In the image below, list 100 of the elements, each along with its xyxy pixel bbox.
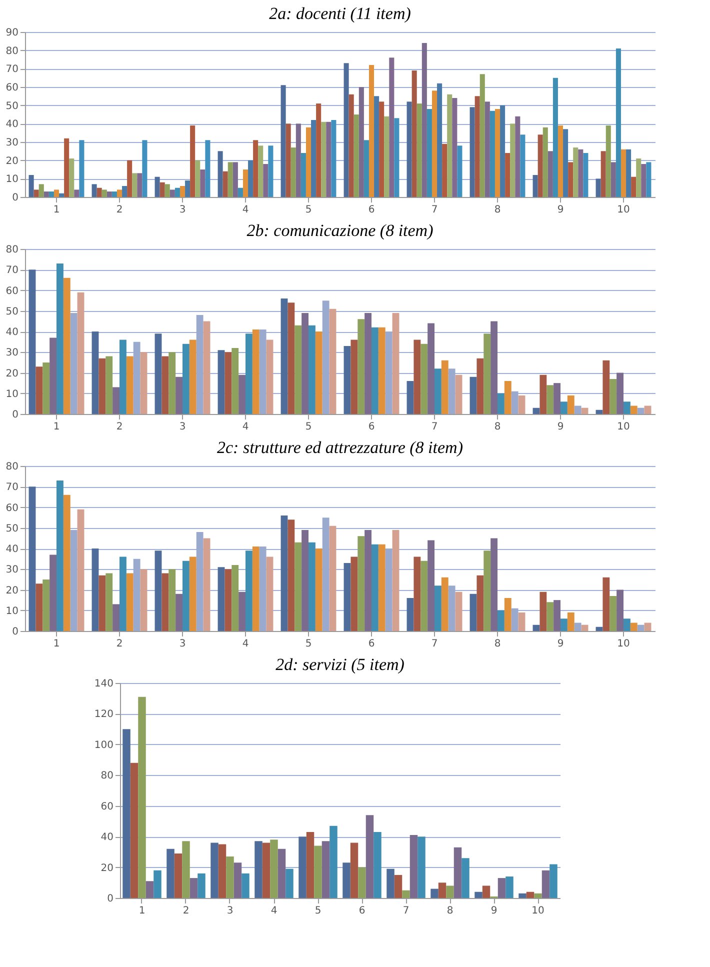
bar	[154, 550, 162, 631]
y-tick-label: 90	[6, 28, 18, 38]
bar	[637, 408, 644, 414]
x-tick-label: 8	[494, 638, 501, 650]
bar	[532, 408, 540, 414]
y-tick-label: 140	[94, 678, 114, 690]
bar	[331, 120, 336, 197]
bar	[366, 815, 374, 898]
bar	[452, 98, 458, 197]
bar	[63, 494, 70, 631]
bar	[266, 556, 274, 631]
y-tick-label: 40	[6, 119, 18, 130]
x-tick-label: 1	[138, 906, 146, 916]
bar	[412, 70, 417, 197]
bar	[218, 567, 225, 631]
bar	[132, 173, 138, 197]
bar	[630, 406, 638, 414]
bar	[568, 162, 574, 197]
bar	[457, 146, 462, 197]
bar	[59, 193, 64, 197]
bar	[416, 104, 422, 197]
bar	[280, 85, 286, 197]
bar	[126, 356, 134, 414]
bar	[364, 530, 372, 631]
x-tick-label: 7	[431, 422, 438, 432]
bar	[162, 573, 169, 631]
bar	[286, 124, 291, 197]
x-tick-label: 5	[314, 906, 322, 916]
bar	[306, 832, 314, 898]
x-tick-label: 2	[182, 906, 190, 916]
x-tick-label: 7	[431, 638, 438, 650]
bar	[56, 480, 64, 631]
bar	[238, 374, 246, 414]
bar	[154, 176, 160, 197]
bar	[620, 149, 626, 197]
bar	[610, 378, 617, 414]
bar	[384, 116, 390, 197]
bar	[348, 94, 354, 197]
bar	[358, 87, 364, 197]
bar	[168, 352, 176, 414]
bar	[329, 308, 336, 414]
y-tick-label: 120	[94, 709, 114, 720]
bar	[238, 188, 243, 197]
bar	[253, 140, 258, 197]
bar	[182, 560, 190, 631]
bar	[218, 350, 225, 414]
bar	[232, 348, 239, 414]
bar	[224, 569, 232, 631]
x-tick-label: 1	[53, 638, 60, 650]
bar	[378, 327, 386, 414]
bar	[122, 729, 130, 898]
x-tick-label: 5	[305, 422, 312, 432]
y-tick-label: 0	[12, 192, 18, 204]
y-tick-label: 80	[100, 770, 114, 782]
bar	[596, 178, 601, 197]
bar	[266, 340, 274, 414]
bar	[302, 312, 308, 414]
bar	[54, 190, 60, 197]
bar	[254, 841, 262, 898]
bar	[350, 340, 358, 414]
bar	[454, 847, 462, 898]
bar	[616, 372, 624, 414]
y-tick-label: 10	[6, 388, 18, 400]
bar	[434, 586, 442, 631]
bar	[624, 618, 630, 631]
bar	[222, 171, 228, 197]
bar	[414, 340, 421, 414]
bar	[567, 612, 574, 631]
bar	[484, 550, 491, 631]
bar	[288, 520, 295, 631]
y-tick-label: 40	[6, 327, 18, 338]
bar	[480, 74, 485, 197]
y-tick-label: 70	[6, 482, 18, 494]
bar	[344, 63, 349, 197]
bar	[610, 596, 617, 631]
bar	[28, 175, 34, 197]
bar	[518, 612, 526, 631]
bar	[490, 321, 498, 414]
bar	[389, 58, 394, 197]
bar	[438, 882, 446, 898]
bar	[606, 126, 611, 197]
bar	[490, 110, 495, 197]
bar	[574, 406, 582, 414]
bar	[641, 164, 646, 197]
x-tick-label: 3	[179, 204, 186, 216]
bar	[140, 352, 148, 414]
bar	[350, 556, 358, 631]
bar	[520, 134, 526, 197]
bar	[610, 162, 616, 197]
bar	[92, 332, 99, 414]
x-tick-label: 2	[116, 422, 123, 432]
y-tick-label: 80	[6, 244, 18, 256]
bar	[330, 826, 338, 898]
bar	[79, 140, 84, 197]
bar	[446, 886, 454, 898]
bar	[28, 270, 36, 414]
bar	[190, 126, 196, 197]
bar	[342, 862, 350, 898]
bar	[203, 321, 210, 414]
bar	[262, 842, 270, 898]
